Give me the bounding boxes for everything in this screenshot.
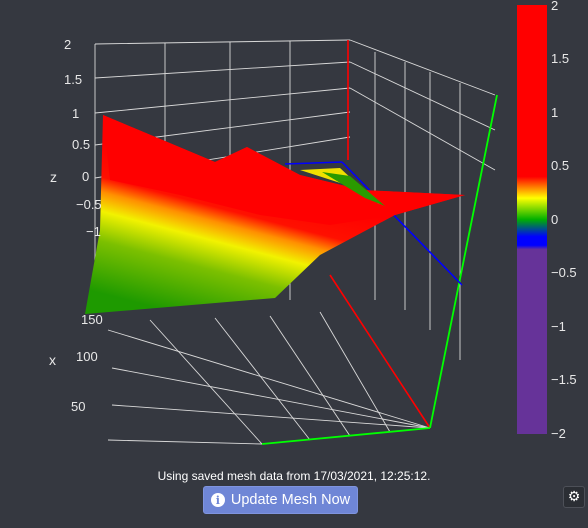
colorbar-tick: −0.5 [551, 265, 577, 280]
info-circle-icon: i [210, 493, 225, 507]
mesh-surface[interactable] [85, 115, 465, 314]
colorbar-tick: 2 [551, 0, 558, 13]
z-tick: −0.5 [76, 197, 102, 212]
update-mesh-button-label: Update Mesh Now [230, 492, 351, 508]
z-axis-line-top [284, 161, 343, 165]
z-axis-line [341, 161, 463, 286]
y-axis-line [429, 94, 498, 429]
x-tick: 150 [81, 312, 103, 327]
y-axis-line-floor [261, 427, 431, 445]
mesh-surface-plot[interactable]: 2 1.5 1 0.5 0 −0.5 −1 z 150 100 50 x 2 1… [0, 0, 588, 470]
colorbar-tick: 0.5 [551, 158, 569, 173]
x-axis-ticks: 150 100 50 [71, 312, 103, 414]
colorbar-tick: 0 [551, 212, 558, 227]
x-axis-title: x [49, 352, 56, 368]
x-tick: 50 [71, 399, 85, 414]
z-tick: −1 [86, 224, 101, 239]
z-tick: 1.5 [64, 72, 82, 87]
x-tick: 100 [76, 349, 98, 364]
mesh-status-text: Using saved mesh data from 17/03/2021, 1… [157, 469, 431, 483]
colorbar-tick: 1.5 [551, 51, 569, 66]
colorbar: 2 1.5 1 0.5 0 −0.5 −1 −1.5 −2 [517, 0, 577, 441]
colorbar-tick: −2 [551, 426, 566, 441]
x-axis-line-front [329, 274, 431, 429]
colorbar-tick: 1 [551, 105, 558, 120]
update-mesh-button[interactable]: i Update Mesh Now [203, 486, 358, 514]
colorbar-tick: −1.5 [551, 372, 577, 387]
colorbar-tick: −1 [551, 319, 566, 334]
axis-lines [261, 40, 498, 445]
gear-icon: ⚙ [567, 489, 581, 505]
z-tick: 0 [82, 169, 89, 184]
z-axis-title: z [50, 169, 57, 185]
z-tick: 0.5 [72, 137, 90, 152]
colorbar-bar [517, 5, 547, 434]
grid-lines [94, 39, 496, 445]
settings-button[interactable]: ⚙ [563, 486, 585, 508]
z-tick: 1 [72, 106, 79, 121]
z-axis-ticks: 2 1.5 1 0.5 0 −0.5 −1 [64, 37, 102, 239]
z-tick: 2 [64, 37, 71, 52]
